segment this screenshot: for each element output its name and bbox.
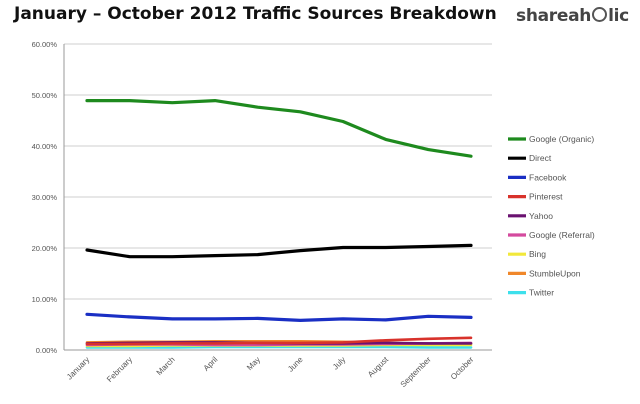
y-tick-label: 60.00% — [32, 40, 58, 49]
series-line-direct — [85, 243, 473, 259]
series-line-google-organic — [85, 98, 473, 158]
legend-label-stumbleupon: StumbleUpon — [529, 268, 581, 278]
x-tick-label: March — [155, 355, 177, 377]
axes — [63, 44, 492, 351]
legend: Google (Organic) Direct Facebook Pinterest Y… — [508, 134, 595, 298]
legend-label-twitter: Twitter — [529, 288, 554, 298]
legend-label-facebook: Facebook — [529, 172, 567, 182]
legend-label-google-referral: Google (Referral) — [529, 230, 595, 240]
series-line-twitter — [85, 345, 473, 349]
y-tick-label: 10.00% — [32, 295, 58, 304]
legend-label-direct: Direct — [529, 153, 552, 163]
x-tick-label: January — [65, 355, 91, 381]
grid-lines — [64, 43, 492, 351]
legend-label-yahoo: Yahoo — [529, 211, 553, 221]
y-tick-label: 30.00% — [32, 193, 58, 202]
x-tick-label: July — [331, 355, 347, 371]
legend-label-google-organic: Google (Organic) — [529, 134, 594, 144]
y-tick-label: 20.00% — [32, 244, 58, 253]
y-tick-label: 40.00% — [32, 142, 58, 151]
legend-label-bing: Bing — [529, 249, 546, 259]
series-line-pinterest — [85, 336, 473, 346]
x-tick-label: October — [449, 355, 476, 382]
x-tick-labels: January February March April May June July Augu… — [65, 355, 476, 390]
x-tick-label: September — [399, 355, 433, 389]
logo-circle-icon — [592, 7, 608, 22]
x-tick-label: August — [366, 355, 391, 380]
x-tick-label: May — [245, 355, 262, 372]
y-tick-labels: 0.00% 10.00% 20.00% 30.00% 40.00% 50.00% 60.00… — [32, 40, 58, 355]
x-tick-label: February — [105, 355, 134, 384]
x-tick-label: June — [286, 355, 305, 374]
chart-title: January – October 2012 Traffic Sources B… — [14, 4, 497, 24]
shareaholic-logo: shareah lic — [516, 6, 629, 26]
series-line-facebook — [85, 312, 473, 322]
x-tick-label: April — [202, 355, 220, 373]
logo-text-left: shareah — [516, 6, 592, 26]
logo-text-right: lic — [608, 6, 629, 26]
y-tick-label: 0.00% — [36, 346, 58, 355]
legend-label-pinterest: Pinterest — [529, 192, 563, 202]
series-lines — [85, 98, 473, 349]
y-tick-label: 50.00% — [32, 91, 58, 100]
